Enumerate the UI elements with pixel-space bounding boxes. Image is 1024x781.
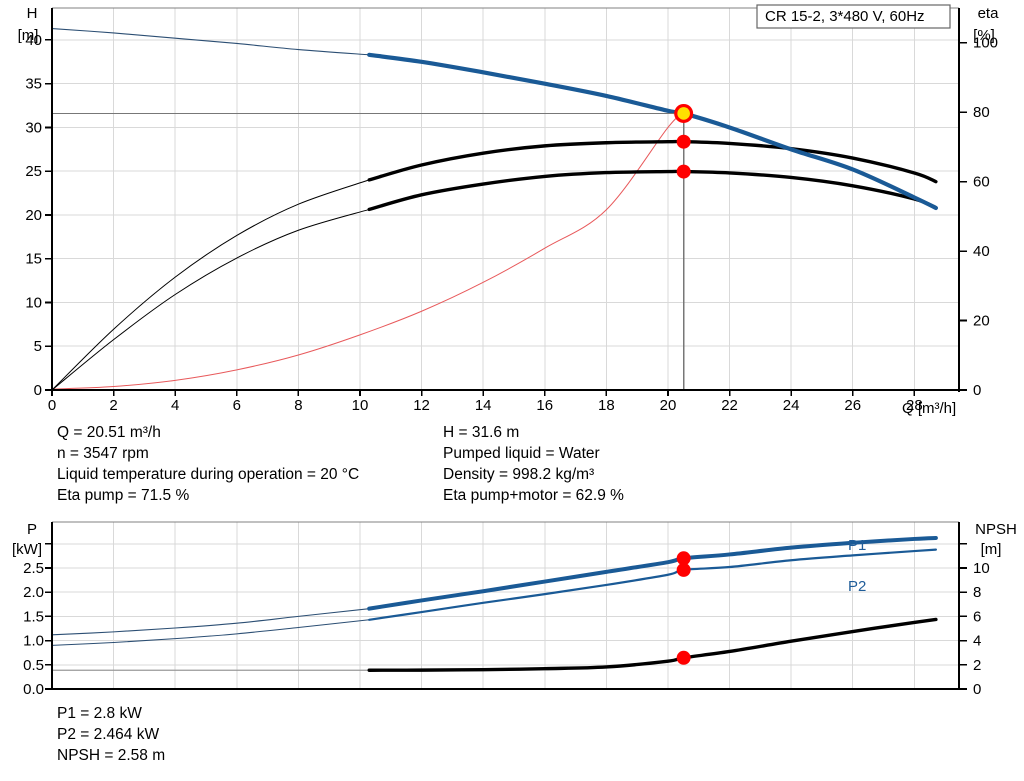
q-tick-label: 8 xyxy=(294,397,302,414)
info-left-2: Liquid temperature during operation = 20… xyxy=(57,466,359,483)
info-bottom-0: P1 = 2.8 kW xyxy=(57,705,142,722)
top-chart-tick-labels: 0 2 4 6 8 10 12 14 16 18 20 22 24 26 28051015202530354… xyxy=(25,32,998,414)
info-right-0: H = 31.6 m xyxy=(443,424,519,441)
q-tick-label: 16 xyxy=(536,397,553,414)
p2-series-label: P2 xyxy=(848,578,866,595)
bottom-chart: 0.0 0.5 1.0 1.5 2.0 2.5 0 2 4 6 8 10 P [kW] NPSH [m… xyxy=(12,521,1017,698)
bottom-chart-curves xyxy=(51,535,938,672)
npsh-tick-label: 6 xyxy=(973,608,981,625)
p-tick-label: 2.0 xyxy=(23,584,44,601)
npsh-axis-label-line2: [m] xyxy=(981,541,1002,558)
info-right-3: Eta pump+motor = 62.9 % xyxy=(443,487,624,504)
bottom-point-marker-0 xyxy=(676,551,691,566)
bottom-chart-tick-labels: 0.0 0.5 1.0 1.5 2.0 2.5 0 2 4 6 8 10 xyxy=(23,560,990,698)
top-chart: 0 2 4 6 8 10 12 14 16 18 20 22 24 26 28051015202530354… xyxy=(18,4,1000,417)
info-bottom-2: NPSH = 2.58 m xyxy=(57,747,165,764)
top-chart-markers xyxy=(674,103,694,179)
p-tick-label: 0.0 xyxy=(23,681,44,698)
npsh-tick-label: 10 xyxy=(973,560,990,577)
npsh-tick-label: 0 xyxy=(973,681,981,698)
eta-point-marker-1 xyxy=(676,164,691,179)
bottom-point-marker-2 xyxy=(676,650,691,665)
p-tick-label: 1.0 xyxy=(23,633,44,650)
npsh-tick-label: 8 xyxy=(973,584,981,601)
eta-tick-label: 0 xyxy=(973,382,981,399)
bottom-info-block: P1 = 2.8 kW P2 = 2.464 kW NPSH = 2.58 m xyxy=(57,705,165,764)
q-tick-label: 22 xyxy=(721,397,738,414)
eta-point-marker-0 xyxy=(676,134,691,149)
info-left-0: Q = 20.51 m³/h xyxy=(57,424,161,441)
p2-curve-extension xyxy=(51,619,370,646)
duty-point-marker xyxy=(677,107,690,120)
eta-tick-label: 40 xyxy=(973,243,990,260)
bottom-chart-gridlines xyxy=(45,522,967,690)
eta-axis-label-line2: [%] xyxy=(973,27,995,44)
q-tick-label: 2 xyxy=(109,397,117,414)
info-left-1: n = 3547 rpm xyxy=(57,445,149,462)
system-curve xyxy=(51,113,685,390)
h-tick-label: 35 xyxy=(25,76,42,93)
info-right-1: Pumped liquid = Water xyxy=(443,445,600,462)
title-box xyxy=(756,4,951,29)
top-chart-gridlines xyxy=(45,8,967,396)
eta-tick-label: 100 xyxy=(973,35,998,52)
h-tick-label: 5 xyxy=(34,338,42,355)
info-right-2: Density = 998.2 kg/m³ xyxy=(443,466,594,483)
eta-tick-label: 80 xyxy=(973,104,990,121)
p1-curve xyxy=(367,535,938,611)
npsh-tick-label: 4 xyxy=(973,633,981,650)
q-axis-label: Q [m³/h] xyxy=(902,400,956,417)
h-axis-label-line2: [m] xyxy=(18,27,39,44)
eta-tick-label: 20 xyxy=(973,313,990,330)
head-curve-extension xyxy=(51,28,370,56)
q-tick-label: 4 xyxy=(171,397,179,414)
p-tick-label: 1.5 xyxy=(23,608,44,625)
p-tick-label: 0.5 xyxy=(23,657,44,674)
q-tick-label: 12 xyxy=(413,397,430,414)
h-axis-label-line1: H xyxy=(27,5,38,22)
info-bottom-1: P2 = 2.464 kW xyxy=(57,726,159,743)
p-tick-label: 2.5 xyxy=(23,560,44,577)
h-tick-label: 15 xyxy=(25,251,42,268)
chart-title: CR 15-2, 3*480 V, 60Hz xyxy=(765,8,925,25)
q-tick-label: 14 xyxy=(475,397,492,414)
p-axis-label-line2: [kW] xyxy=(12,541,42,558)
h-tick-label: 10 xyxy=(25,294,42,311)
duty-point-guides xyxy=(52,112,685,390)
eta-pump-curve xyxy=(367,139,938,184)
h-tick-label: 25 xyxy=(25,163,42,180)
top-chart-curves xyxy=(51,28,938,391)
eta-axis-label-line1: eta xyxy=(978,5,1000,22)
p1-curve-extension xyxy=(51,608,370,636)
q-tick-label: 24 xyxy=(783,397,800,414)
h-tick-label: 40 xyxy=(25,32,42,49)
q-tick-label: 28 xyxy=(906,397,923,414)
eta-pump-motor-curve-extension xyxy=(51,208,370,391)
p1-series-label: P1 xyxy=(848,537,866,554)
eta-tick-label: 60 xyxy=(973,174,990,191)
bottom-point-marker-1 xyxy=(676,562,691,577)
npsh-tick-label: 2 xyxy=(973,657,981,674)
q-tick-label: 10 xyxy=(352,397,369,414)
npsh-axis-label-line1: NPSH xyxy=(975,521,1017,538)
h-tick-label: 30 xyxy=(25,119,42,136)
bottom-chart-markers xyxy=(676,551,691,665)
q-tick-label: 6 xyxy=(233,397,241,414)
q-tick-label: 0 xyxy=(48,397,56,414)
q-tick-label: 18 xyxy=(598,397,615,414)
h-tick-label: 0 xyxy=(34,382,42,399)
p-axis-label-line1: P xyxy=(27,521,37,538)
q-tick-label: 20 xyxy=(660,397,677,414)
q-tick-label: 26 xyxy=(844,397,861,414)
info-left-3: Eta pump = 71.5 % xyxy=(57,487,189,504)
eta-pump-curve-extension xyxy=(51,179,370,391)
npsh-curve xyxy=(367,617,938,672)
p2-curve xyxy=(368,548,937,621)
duty-info-block: Q = 20.51 m³/h n = 3547 rpm Liquid tempe… xyxy=(57,424,624,504)
eta-pump-motor-curve xyxy=(367,169,938,212)
h-tick-label: 20 xyxy=(25,207,42,224)
